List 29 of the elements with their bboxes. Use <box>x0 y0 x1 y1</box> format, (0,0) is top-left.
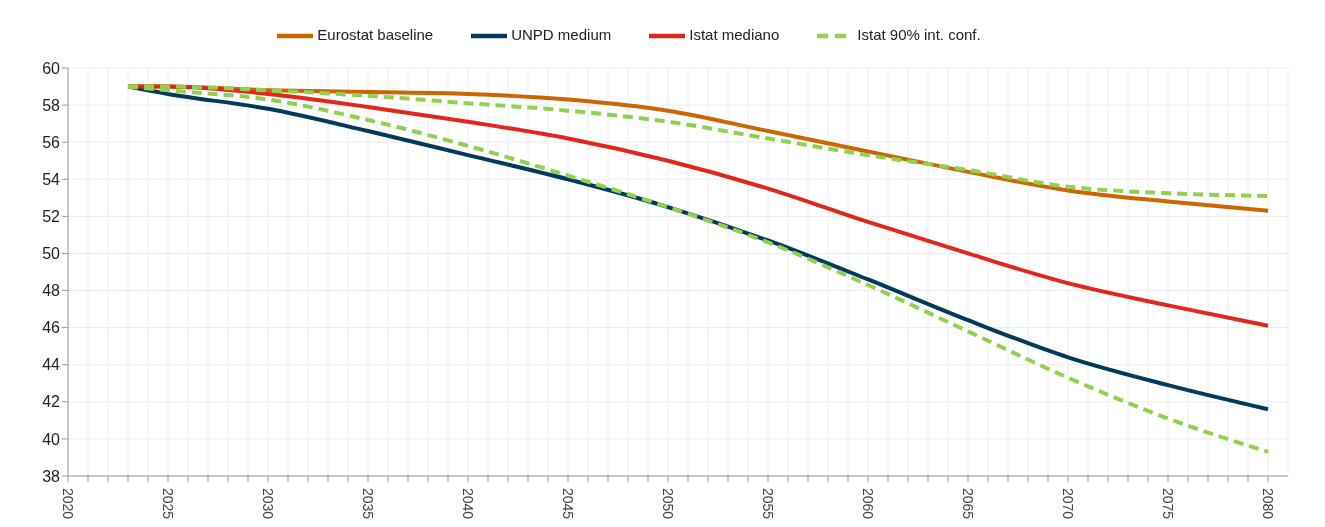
y-tick-label: 44 <box>42 356 61 374</box>
y-tick-label: 54 <box>42 170 61 188</box>
x-tick-label: 2050 <box>660 488 676 520</box>
x-tick-label: 2045 <box>560 488 576 520</box>
y-tick-label: 48 <box>42 282 61 300</box>
y-tick-label: 56 <box>42 133 61 151</box>
x-tick-label: 2030 <box>260 488 276 520</box>
y-tick-label: 40 <box>42 430 61 448</box>
legend-label: UNPD medium <box>511 26 612 44</box>
y-tick-label: 38 <box>42 467 61 485</box>
legend-label: Istat 90% int. conf. <box>857 26 981 44</box>
x-tick-label: 2055 <box>760 488 776 520</box>
x-tick-label: 2080 <box>1260 488 1276 520</box>
x-tick-label: 2065 <box>960 488 976 520</box>
x-tick-label: 2035 <box>360 488 376 520</box>
x-tick-label: 2025 <box>160 488 176 520</box>
y-tick-label: 42 <box>42 393 61 411</box>
x-tick-label: 2070 <box>1060 488 1076 520</box>
y-tick-label: 52 <box>42 208 61 226</box>
legend-label: Istat mediano <box>689 26 780 44</box>
x-tick-label: 2060 <box>860 488 876 520</box>
y-tick-label: 50 <box>42 245 61 263</box>
x-tick-label: 2075 <box>1160 488 1176 520</box>
y-tick-label: 60 <box>42 59 61 77</box>
legend-label: Eurostat baseline <box>317 26 434 44</box>
y-tick-label: 46 <box>42 319 61 337</box>
x-tick-label: 2020 <box>60 488 76 520</box>
x-tick-label: 2040 <box>460 488 476 520</box>
y-tick-label: 58 <box>42 96 61 114</box>
